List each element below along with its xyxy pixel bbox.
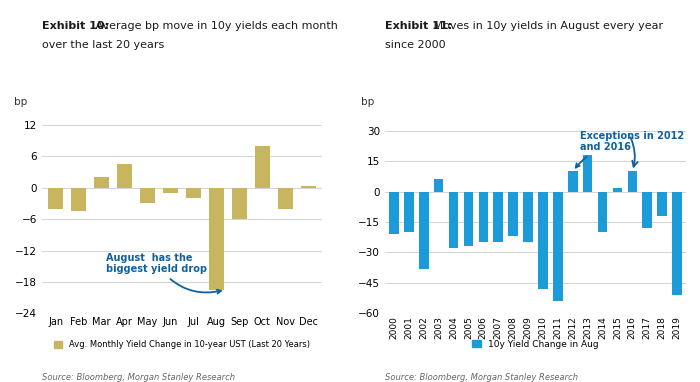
Bar [643,192,652,228]
Bar [523,192,533,242]
Bar [627,172,637,192]
Bar [71,188,86,211]
Bar [657,192,667,216]
Bar [419,192,428,269]
Bar [389,192,399,234]
Text: August  has the
biggest yield drop: August has the biggest yield drop [106,253,221,293]
Bar [117,164,132,188]
Text: bp: bp [14,97,27,107]
Text: Source: Bloomberg, Morgan Stanley Research: Source: Bloomberg, Morgan Stanley Resear… [42,373,235,382]
Bar [538,192,548,289]
Bar [494,192,503,242]
Text: Exceptions in 2012
and 2016: Exceptions in 2012 and 2016 [575,131,685,168]
Text: over the last 20 years: over the last 20 years [42,40,164,50]
Text: since 2000: since 2000 [385,40,446,50]
Bar [232,188,247,219]
Bar [449,192,458,248]
Bar [404,192,414,232]
Bar [463,192,473,246]
Bar [140,188,155,204]
Text: Source: Bloomberg, Morgan Stanley Research: Source: Bloomberg, Morgan Stanley Resear… [385,373,578,382]
Bar [612,188,622,192]
Bar [255,146,270,188]
Bar [598,192,608,232]
Legend: 10y Yield Change in Aug: 10y Yield Change in Aug [468,336,603,353]
Bar [278,188,293,209]
Bar [209,188,224,290]
Text: Exhibit 11:: Exhibit 11: [385,21,452,31]
Bar [163,188,178,193]
Text: Exhibit 10:: Exhibit 10: [42,21,109,31]
Bar [568,172,578,192]
Legend: Avg. Monthly Yield Change in 10-year UST (Last 20 Years): Avg. Monthly Yield Change in 10-year UST… [50,337,314,353]
Bar [508,192,518,236]
Text: Average bp move in 10y yields each month: Average bp move in 10y yields each month [92,21,338,31]
Text: bp: bp [361,97,374,107]
Bar [479,192,488,242]
Text: Moves in 10y yields in August every year: Moves in 10y yields in August every year [430,21,664,31]
Bar [301,186,316,188]
Bar [186,188,201,198]
Bar [553,192,563,301]
Bar [583,155,592,192]
Bar [434,180,444,192]
Bar [94,177,109,188]
Bar [48,188,63,209]
Bar [672,192,682,295]
